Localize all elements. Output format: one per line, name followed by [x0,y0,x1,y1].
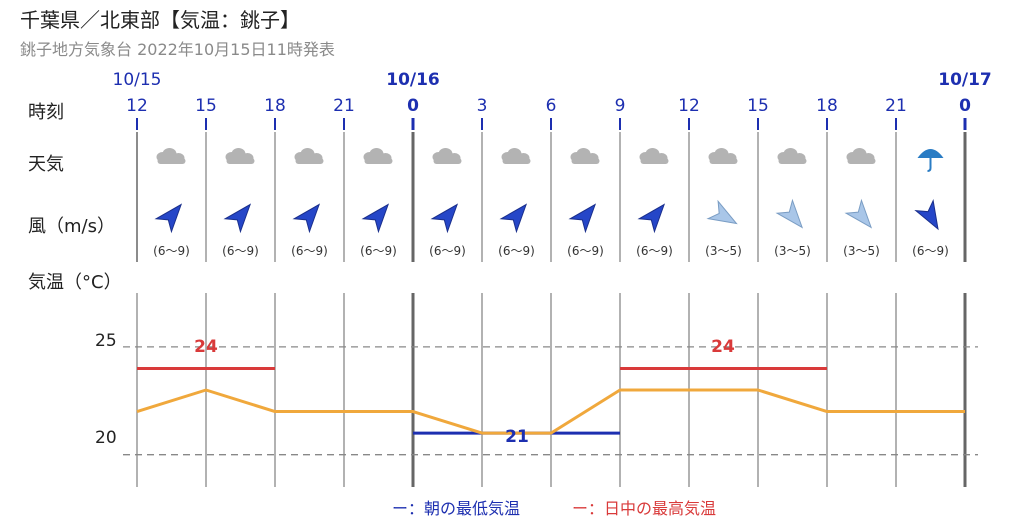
hour-label: 15 [747,96,769,116]
cloud-icon [846,148,876,164]
wind-speed-label: (6〜9) [498,244,535,258]
date-label: 10/15 [112,70,162,90]
row-label-weather: 天気 [28,154,64,175]
wind-speed-label: (6〜9) [153,244,190,258]
hour-label: 15 [195,96,217,116]
wind-speed-label: (3〜5) [843,244,880,258]
umbrella-icon [917,149,944,172]
wind-speed-label: (6〜9) [567,244,604,258]
wind-arrow-icon [292,203,321,234]
cloud-icon [639,148,669,164]
wind-speed-label: (6〜9) [222,244,259,258]
hour-label: 12 [678,96,700,116]
legend-max: ー：日中の最高気温 [572,499,717,518]
cloud-icon [501,148,531,164]
cloud-icon [570,148,600,164]
wind-arrow-icon [154,203,183,234]
wind-speed-label: (6〜9) [912,244,949,258]
hour-label: 0 [959,96,971,116]
hour-label: 12 [126,96,148,116]
hour-label: 6 [545,96,557,116]
wind-arrow-icon [775,198,804,229]
wind-speed-label: (6〜9) [636,244,673,258]
cloud-icon [156,148,186,164]
row-label-wind: 風（m/s） [28,216,115,237]
hour-label: 9 [614,96,626,116]
cloud-icon [432,148,462,164]
page-subtitle: 銚子地方気象台 2022年10月15日11時発表 [20,40,335,59]
row-label-time: 時刻 [28,102,64,123]
cloud-icon [777,148,807,164]
hour-label: 3 [476,96,488,116]
date-label: 10/17 [938,70,992,90]
legend-min: ー：朝の最低気温 [392,499,521,518]
wind-arrow-icon [361,203,390,234]
y-tick-label: 25 [95,331,117,351]
page-title: 千葉県／北東部【気温：銚子】 [20,8,300,32]
y-tick-label: 20 [95,428,117,448]
max-temp-label: 24 [194,337,218,357]
wind-speed-label: (6〜9) [429,244,466,258]
cloud-icon [294,148,324,164]
wind-arrow-icon [637,203,666,234]
cloud-icon [708,148,738,164]
wind-arrow-icon [430,203,459,234]
max-temp-label: 24 [711,337,735,357]
wind-arrow-icon [914,198,939,231]
wind-arrow-icon [223,203,252,234]
wind-speed-label: (3〜5) [705,244,742,258]
wind-arrow-icon [844,198,873,229]
cloud-icon [225,148,255,164]
cloud-icon [363,148,393,164]
hour-label: 21 [885,96,907,116]
date-label: 10/16 [386,70,440,90]
wind-speed-label: (6〜9) [360,244,397,258]
hour-label: 21 [333,96,355,116]
wind-arrow-icon [499,203,528,234]
min-temp-label: 21 [505,427,529,447]
wind-speed-label: (6〜9) [291,244,328,258]
hour-label: 18 [816,96,838,116]
hour-label: 18 [264,96,286,116]
row-label-temp: 気温（°C） [28,272,122,293]
wind-arrow-icon [706,199,738,225]
wind-arrow-icon [568,203,597,234]
hour-label: 0 [407,96,419,116]
wind-speed-label: (3〜5) [774,244,811,258]
